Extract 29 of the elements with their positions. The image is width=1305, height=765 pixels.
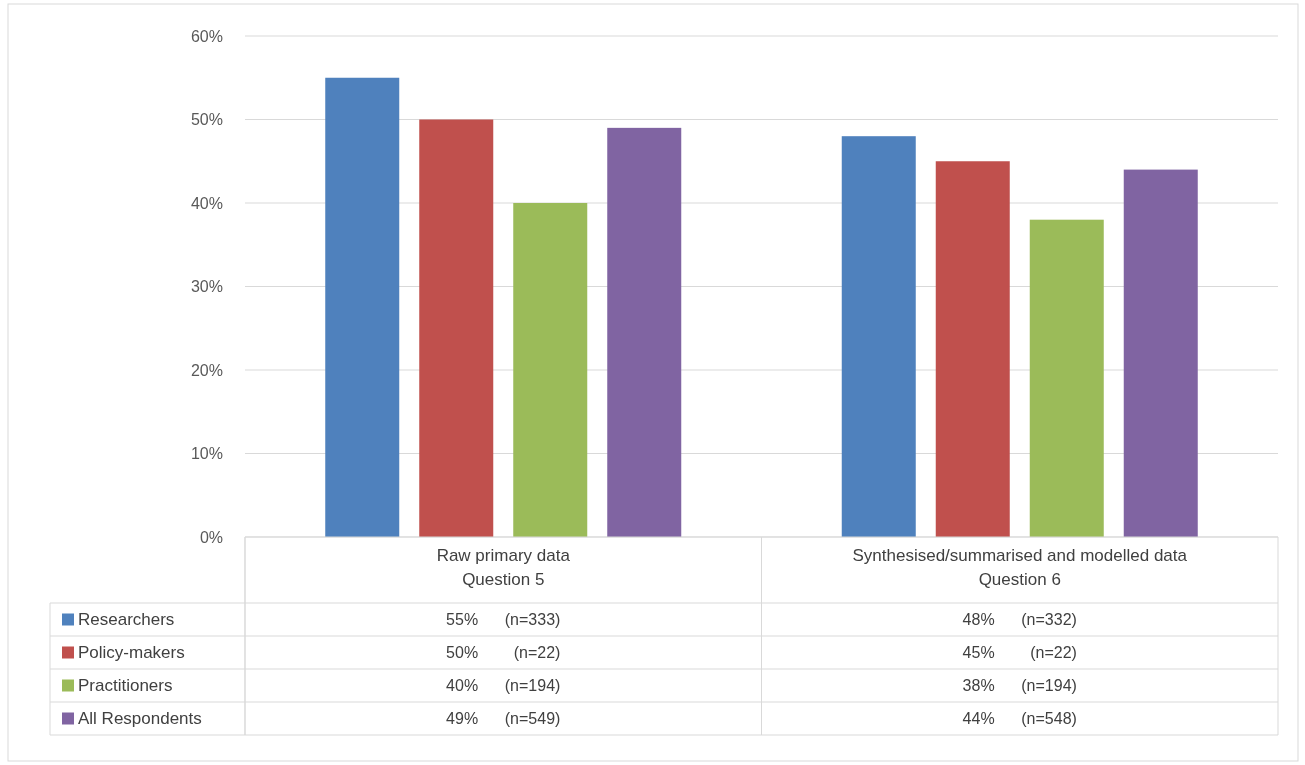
data-label: 49% (n=549) [446, 710, 561, 728]
x-tick-label: Raw primary data Question 5 [436, 546, 571, 589]
y-tick-label: 20% [190, 361, 223, 379]
bar [419, 119, 494, 537]
y-tick-label: 30% [190, 278, 223, 296]
legend-label: Practitioners [78, 676, 173, 696]
y-tick-label: 50% [190, 111, 223, 129]
bar [1029, 219, 1104, 537]
bar [1123, 169, 1198, 537]
legend-label: All Respondents [78, 709, 202, 729]
bar [325, 77, 400, 537]
data-label: 48% (n=332) [962, 611, 1077, 629]
data-label: 38% (n=194) [962, 677, 1077, 695]
bar [935, 161, 1010, 537]
bar [513, 203, 588, 537]
x-tick-label: Synthesised/summarised and modelled data Question 6 [852, 546, 1188, 589]
y-tick-label: 60% [190, 27, 223, 45]
legend-label: Researchers [78, 610, 175, 630]
bar [607, 127, 682, 537]
y-tick-label: 0% [199, 528, 223, 546]
data-label: 50% (n=22) [446, 644, 561, 662]
data-label: 55% (n=333) [446, 611, 561, 629]
legend-label: Policy-makers [78, 643, 185, 663]
data-label: 45% (n=22) [962, 644, 1077, 662]
y-tick-label: 40% [190, 194, 223, 212]
data-label: 40% (n=194) [446, 677, 561, 695]
y-tick-label: 10% [190, 445, 223, 463]
bar [841, 136, 916, 537]
data-label: 44% (n=548) [962, 710, 1077, 728]
